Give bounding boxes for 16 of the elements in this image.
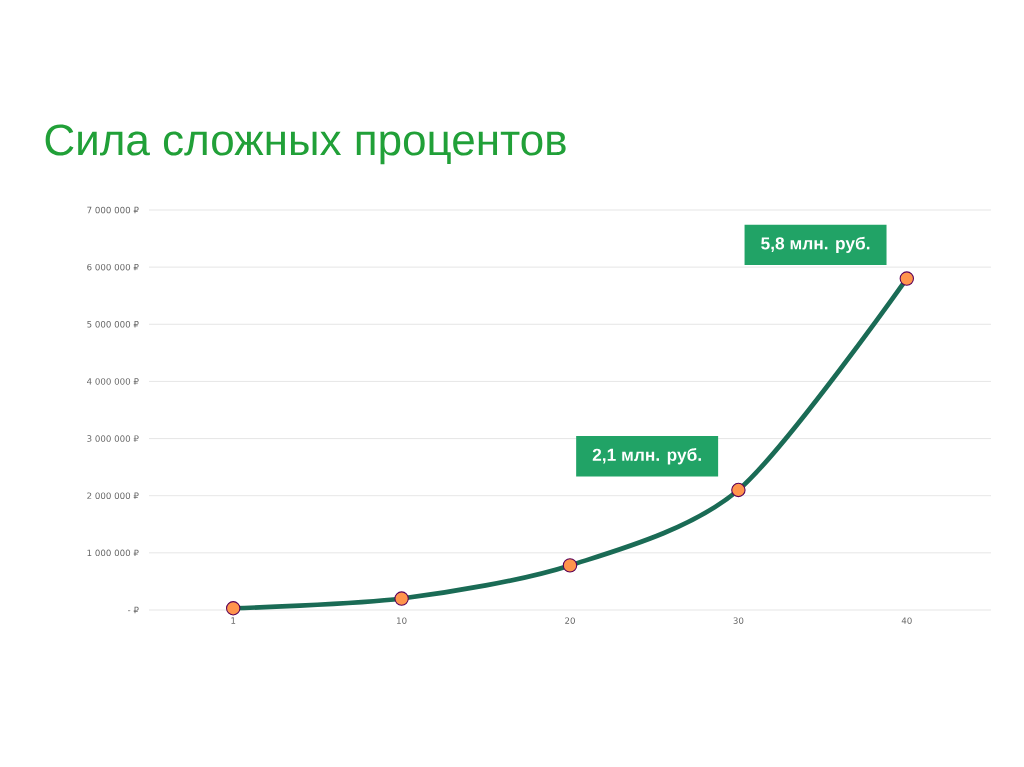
y-tick-label: 1 000 000 ₽: [87, 549, 139, 557]
x-tick-label: 1: [231, 617, 236, 624]
x-tick-label: 40: [901, 617, 912, 624]
y-tick-label: 7 000 000 ₽: [87, 206, 139, 214]
y-tick-label: 6 000 000 ₽: [87, 263, 139, 271]
y-tick-label: 4 000 000 ₽: [87, 378, 139, 385]
y-tick-label: - ₽: [127, 606, 139, 614]
annotation: 5,8 млн. руб.: [761, 236, 870, 253]
x-tick-label: 30: [733, 617, 744, 624]
y-tick-label: 5 000 000 ₽: [87, 321, 139, 328]
chart-title: Сила сложных процентов: [45, 124, 566, 165]
y-tick-label: 3 000 000 ₽: [87, 435, 139, 442]
x-tick-label: 10: [397, 617, 407, 624]
annotation: 2,1 млн. руб.: [592, 448, 701, 465]
x-tick-label: 20: [565, 617, 575, 624]
y-tick-label: 2 000 000 ₽: [87, 492, 139, 499]
